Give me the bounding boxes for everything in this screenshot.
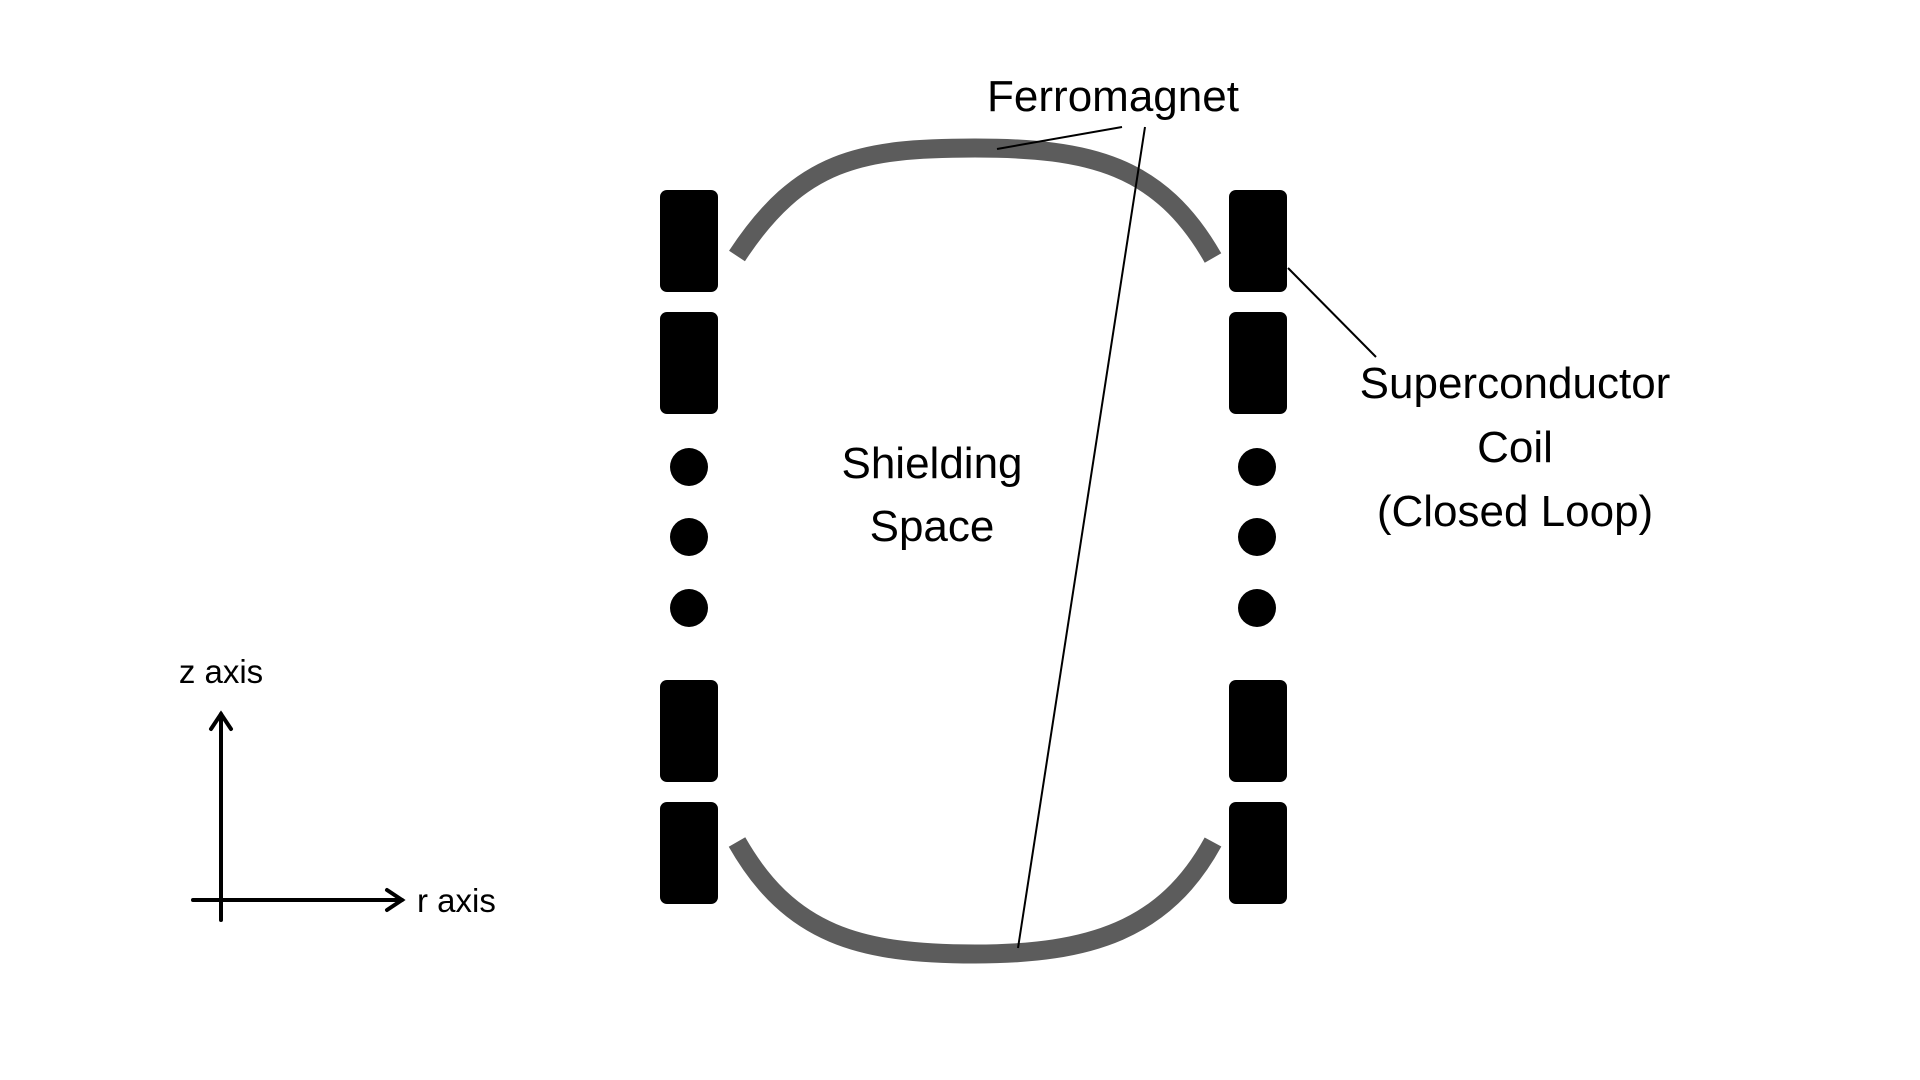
left-coil-block-2 <box>660 312 718 414</box>
ferromagnet-top-arc <box>729 138 1222 263</box>
left-coil-block-3 <box>660 680 718 782</box>
right-coil-dot-1 <box>1238 448 1276 486</box>
right-coil-block-4 <box>1229 802 1287 904</box>
right-coil-block-3 <box>1229 680 1287 782</box>
coil-label-line-3: (Closed Loop) <box>1377 487 1653 536</box>
ferromagnet-bottom-arc <box>728 837 1222 964</box>
ferromagnet-label: Ferromagnet <box>987 72 1239 121</box>
r-axis-arrowhead <box>385 888 406 912</box>
shielding-space-label-line-1: Shielding <box>841 439 1022 488</box>
left-coil-dot-1 <box>670 448 708 486</box>
coil-label-line-2: Coil <box>1477 423 1553 472</box>
left-coil-block-1 <box>660 190 718 292</box>
right-coil-block-1 <box>1229 190 1287 292</box>
ferromagnet-leader-top <box>996 126 1123 150</box>
right-coil-dot-3 <box>1238 589 1276 627</box>
right-coil-stack <box>1229 190 1287 904</box>
r-axis-label: r axis <box>417 882 496 919</box>
left-coil-block-4 <box>660 802 718 904</box>
leader-lines <box>996 126 1377 949</box>
coil-label-line-1: Superconductor <box>1360 359 1671 408</box>
left-coil-dot-3 <box>670 589 708 627</box>
right-coil-dot-2 <box>1238 518 1276 556</box>
left-coil-stack <box>660 190 718 904</box>
axes-indicator <box>191 710 406 922</box>
coil-leader <box>1287 267 1377 358</box>
shielding-space-label-line-2: Space <box>870 502 995 551</box>
z-axis-arrowhead <box>209 710 233 731</box>
z-axis-label: z axis <box>179 653 263 690</box>
left-coil-dot-2 <box>670 518 708 556</box>
ferromagnet-leader-bottom <box>1017 126 1146 949</box>
right-coil-block-2 <box>1229 312 1287 414</box>
